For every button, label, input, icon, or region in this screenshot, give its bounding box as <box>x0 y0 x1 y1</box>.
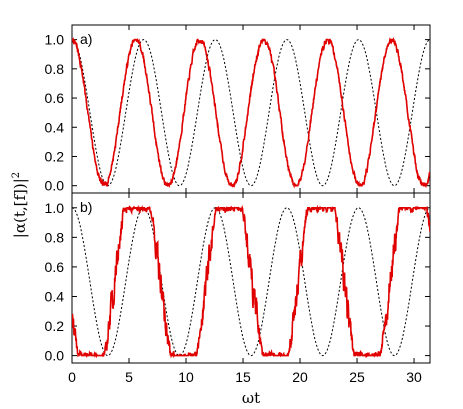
x-tick-label: 15 <box>235 369 251 385</box>
x-tick-label: 5 <box>125 369 133 385</box>
dashed-reference-curve <box>72 207 430 357</box>
x-tick-label: 20 <box>292 369 308 385</box>
x-tick-label: 0 <box>68 369 76 385</box>
x-axis-ticks: 0 5 10 15 20 25 30 <box>68 369 422 385</box>
y-tick-label: 1.0 <box>45 200 65 216</box>
y-tick-label: 0.0 <box>45 348 65 364</box>
panel-b: 0.0 0.2 0.4 0.6 0.8 1.0 b) <box>45 192 431 364</box>
y-tick-label: 1.0 <box>45 32 65 48</box>
y-tick-label: 0.8 <box>45 61 65 77</box>
panel-a-series <box>72 36 430 189</box>
y-axis-title: |α(t,[f])|2 <box>11 172 29 238</box>
y-axis-title-sup: 2 <box>11 172 22 178</box>
y-tick-label: 0.0 <box>45 178 65 194</box>
red-data-curve <box>72 36 430 189</box>
red-data-curve <box>72 204 430 359</box>
y-tick-label: 0.2 <box>45 318 65 334</box>
y-tick-label: 0.8 <box>45 229 65 245</box>
panel-a-y-ticks: 0.0 0.2 0.4 0.6 0.8 1.0 <box>45 25 430 194</box>
x-axis-title: ωt <box>242 389 260 407</box>
y-tick-label: 0.6 <box>45 259 65 275</box>
y-tick-label: 0.6 <box>45 90 65 106</box>
panel-b-label: b) <box>80 199 92 215</box>
y-tick-label: 0.4 <box>45 288 65 304</box>
y-tick-label: 0.2 <box>45 148 65 164</box>
x-tick-label: 10 <box>178 369 194 385</box>
y-axis-title-main: |α(t,[f])| <box>11 178 29 238</box>
x-tick-label: 30 <box>406 369 422 385</box>
panel-b-frame <box>71 192 431 364</box>
panel-b-y-ticks: 0.0 0.2 0.4 0.6 0.8 1.0 <box>45 193 430 364</box>
x-tick-label: 25 <box>349 369 365 385</box>
y-tick-label: 0.4 <box>45 119 65 135</box>
panel-b-series <box>72 204 430 359</box>
panel-a-label: a) <box>80 31 92 47</box>
panel-a: 0.0 0.2 0.4 0.6 0.8 1.0 a) <box>45 24 431 194</box>
dashed-reference-curve <box>72 39 430 187</box>
